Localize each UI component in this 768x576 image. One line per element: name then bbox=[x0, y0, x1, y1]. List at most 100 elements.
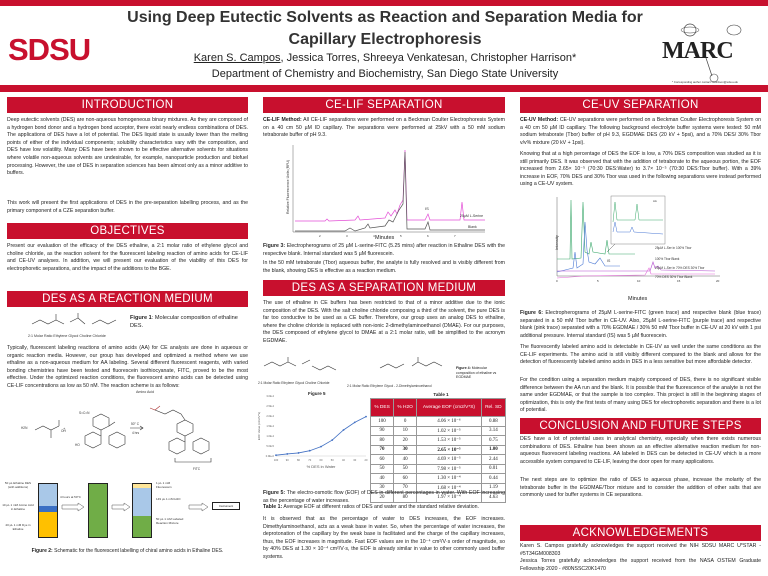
y-tick-label: 5.0E-5 bbox=[266, 444, 274, 448]
tube-3-top-label: 1 µL 1 mM Fluorescein bbox=[156, 481, 172, 489]
series-line bbox=[275, 416, 367, 456]
trace-blank bbox=[295, 151, 485, 232]
y-tick-label: 1.0E-4 bbox=[266, 434, 274, 438]
table-header-cell: Average EOF (cm2/V*S) bbox=[416, 398, 482, 417]
x-tick-label: 70 bbox=[308, 458, 311, 462]
table-cell: 60 bbox=[369, 454, 395, 465]
data-point bbox=[365, 415, 367, 418]
figure-2-text: Schematic for the fluorescent labelling … bbox=[52, 548, 224, 554]
introduction-paragraph-2: This work will present the first applica… bbox=[7, 200, 248, 214]
conclusion-heading: CONCLUSION AND FUTURE STEPS bbox=[520, 418, 761, 434]
instrument-box: Instrument bbox=[212, 502, 240, 510]
x-tick-label: 30 bbox=[353, 458, 356, 462]
x-tick-label: 50 bbox=[331, 458, 334, 462]
figure-2-label: Figure 2: bbox=[31, 548, 53, 554]
tube-1-top-label: 50 µL Ethaline DES (with additions) bbox=[4, 481, 32, 489]
table-cell: 4.69 × 10⁻⁵ bbox=[416, 454, 482, 465]
table-cell: 0.01 bbox=[480, 463, 507, 474]
ceuv-method: CE-UV Method: CE-UV separations were per… bbox=[520, 117, 761, 147]
table-cell: 50 bbox=[393, 463, 418, 474]
figure-1-caption: Figure 1: Molecular composition of ethal… bbox=[130, 314, 240, 330]
department: Department of Chemistry and Biochemistry… bbox=[211, 68, 559, 80]
trace-label: 100% Tbor Blank bbox=[655, 257, 680, 261]
y-tick-label: 0.0E+0 bbox=[266, 454, 275, 458]
ethaline-structure-icon bbox=[31, 313, 117, 325]
is-label: IS bbox=[607, 259, 611, 263]
arrow-icons bbox=[61, 502, 131, 512]
data-point bbox=[286, 453, 289, 455]
inset-aa-label: AA bbox=[653, 199, 657, 203]
x-axis-label: % DES in Water bbox=[307, 464, 336, 469]
data-point bbox=[331, 439, 334, 441]
x-tick: 6 bbox=[427, 234, 429, 238]
table-1-label: Table 1: bbox=[263, 504, 283, 510]
trace-label: 70% DES 30% Tbor Blank bbox=[655, 275, 693, 279]
table-cell: 4.63 bbox=[480, 492, 507, 503]
table-cell: 70 bbox=[369, 444, 395, 455]
x-tick: 5 bbox=[400, 234, 402, 238]
reaction-medium-heading: DES AS A REACTION MEDIUM bbox=[7, 291, 248, 307]
struct-1-caption: 2:1 Molar Ratio Ethylene Glycol Choline … bbox=[258, 381, 330, 385]
table-cell: 30 bbox=[393, 444, 418, 455]
author-list: Karen S. Campos, Jessica Torres, Shreeya… bbox=[100, 52, 670, 64]
figure-1-label: Figure 1 bbox=[130, 315, 152, 321]
table-row: 40 60 1.30 × 10⁻⁴ 0.44 bbox=[369, 473, 507, 484]
ceuv-paragraph-3: For the condition using a separation med… bbox=[520, 377, 761, 414]
table-cell: 100 bbox=[369, 416, 395, 427]
scheme-oh: OH bbox=[61, 429, 66, 433]
table-row: 70 30 2.65 × 10⁻⁵ 1.00 bbox=[369, 444, 507, 455]
separation-medium-heading: DES AS A SEPARATION MEDIUM bbox=[263, 280, 505, 296]
data-point bbox=[342, 429, 345, 431]
table-cell: 20 bbox=[393, 435, 418, 446]
separation-paragraph-2: It is observed that as the percentage of… bbox=[263, 516, 505, 560]
x-tick: 5 bbox=[597, 279, 599, 283]
x-tick: 20 bbox=[716, 279, 720, 283]
trace-aa-tbor bbox=[557, 199, 635, 260]
table-cell: 1.30 × 10⁻⁴ bbox=[416, 473, 482, 484]
poster-title-line2: Capillary Electrophoresis bbox=[288, 31, 482, 48]
table-header-cell: % DES bbox=[369, 398, 395, 417]
table-cell: 1.00 bbox=[480, 444, 507, 455]
introduction-heading: INTRODUCTION bbox=[7, 97, 248, 113]
reaction-paragraph: Typically, fluorescent labeling reaction… bbox=[7, 345, 248, 389]
tube-3 bbox=[132, 483, 152, 538]
figure-5-caption: Figure 5: The electro-osmotic flow (EOF)… bbox=[263, 490, 505, 505]
table-header-cell: % H2O bbox=[393, 398, 418, 417]
sdsu-logo: SDSU bbox=[8, 32, 91, 67]
x-tick: 2 bbox=[319, 234, 321, 238]
table-row: 80 20 1.53 × 10⁻⁵ 0.75 bbox=[369, 435, 507, 446]
labelling-schematic: 50 µL Ethaline DES (with additions) 10 µ… bbox=[0, 475, 250, 550]
tube-1 bbox=[38, 483, 58, 538]
celif-method-text: All CE-LIF separations were performed on… bbox=[263, 117, 505, 139]
table-1-text: Average EOF at different ratios of DES a… bbox=[282, 504, 479, 510]
data-point bbox=[297, 452, 300, 454]
table-cell: 90 bbox=[369, 425, 395, 436]
table-cell: 3.14 bbox=[480, 425, 507, 436]
table-1: % DES% H2O Average EOF (cm2/V*S) Rel. SD 10… bbox=[369, 398, 507, 503]
tube-2 bbox=[88, 483, 108, 538]
trace-sample bbox=[295, 149, 485, 222]
y-axis-label: Intensity bbox=[554, 235, 559, 250]
x-tick: 10 bbox=[637, 279, 641, 283]
figure-3-electropherogram: Relative Fluorescence Units (RFU) IS 25µ… bbox=[286, 145, 485, 238]
presenter-name: Karen S. Campos bbox=[193, 52, 281, 64]
table-cell: 40 bbox=[369, 473, 395, 484]
x-tick-label: 80 bbox=[297, 458, 300, 462]
figure-6-label: Figure 6: bbox=[520, 310, 543, 316]
ceuv-x-axis-label: Minutes bbox=[628, 296, 648, 302]
table-cell: 7.98 × 10⁻⁵ bbox=[416, 463, 482, 474]
x-tick-label: 90 bbox=[286, 458, 289, 462]
table-header-row: % DES% H2O Average EOF (cm2/V*S) Rel. SD bbox=[369, 398, 507, 417]
figure-4-text: Molecular composition of ethaline vs EGD… bbox=[456, 366, 497, 379]
table-row: 60 40 4.69 × 10⁻⁵ 2.44 bbox=[369, 454, 507, 465]
table-row: 50 50 7.98 × 10⁻⁵ 0.01 bbox=[369, 463, 507, 474]
table-cell: 50 bbox=[369, 463, 395, 474]
scheme-fitc-label: FITC bbox=[193, 467, 201, 471]
introduction-paragraph-1: Deep eutectic solvents (DES) are non-aqu… bbox=[7, 117, 248, 177]
trace-label: 25µM L-Ser in 70% DES 30% Tbor bbox=[655, 266, 705, 270]
data-point bbox=[353, 421, 356, 424]
table-cell: 2.44 bbox=[480, 454, 507, 465]
table-header-cell: Rel. SD bbox=[480, 398, 507, 417]
table-cell: 4.06 × 10⁻⁶ bbox=[416, 416, 482, 427]
table-1-caption: Table 1: Average EOF at different ratios… bbox=[263, 504, 505, 512]
